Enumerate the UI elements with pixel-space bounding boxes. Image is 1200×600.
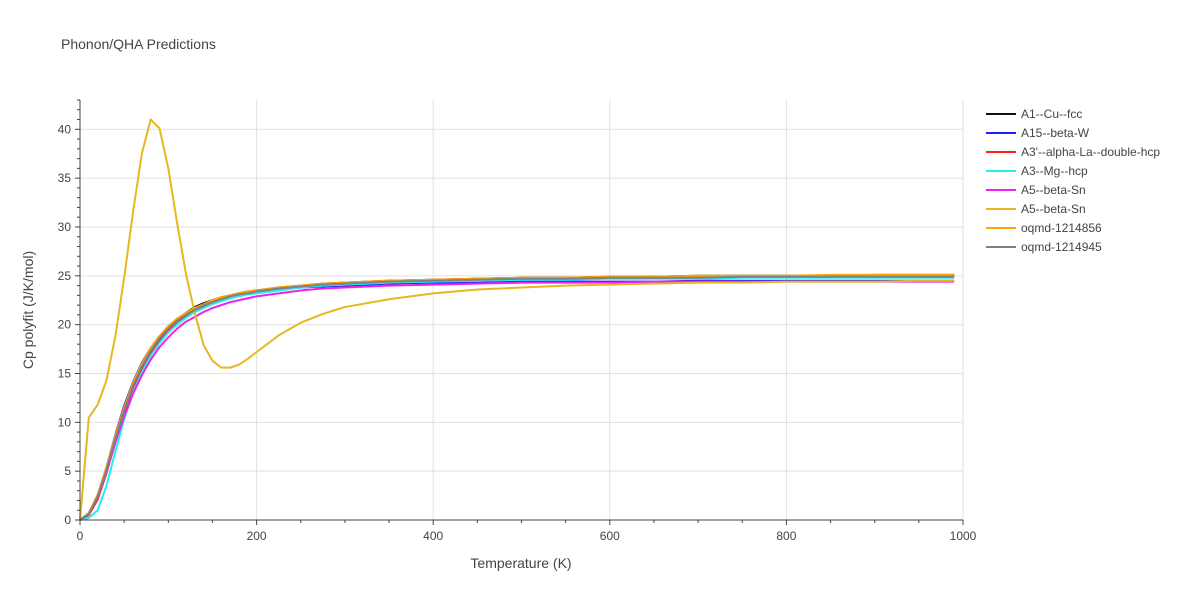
x-tick-label: 600 <box>600 529 620 543</box>
legend-item[interactable]: A3'--alpha-La--double-hcp <box>986 145 1160 159</box>
series-line-5 <box>79 118 955 521</box>
legend-label: A15--beta-W <box>1021 126 1090 140</box>
x-axis-title: Temperature (K) <box>470 555 571 571</box>
series-line-1 <box>79 279 955 521</box>
x-tick-label: 400 <box>423 529 443 543</box>
y-tick-label: 35 <box>58 171 72 185</box>
y-tick-label: 20 <box>58 318 72 332</box>
axis-layer: 0 200 400 600 800 1000 0 5 10 15 20 25 30 35 40 <box>58 99 977 543</box>
x-tick-label: 800 <box>776 529 796 543</box>
series-layer <box>79 118 955 521</box>
legend-item[interactable]: A3--Mg--hcp <box>986 164 1088 178</box>
y-axis-title: Cp polyfit (J/K/mol) <box>20 251 36 369</box>
legend-label: A3--Mg--hcp <box>1021 164 1088 178</box>
legend-label: A5--beta-Sn <box>1021 183 1086 197</box>
y-tick-label: 25 <box>58 269 72 283</box>
y-tick-label: 0 <box>64 513 71 527</box>
legend-label: oqmd-1214945 <box>1021 240 1102 254</box>
legend-label: A3'--alpha-La--double-hcp <box>1021 145 1160 159</box>
series-line-0 <box>79 273 955 521</box>
legend-label: A1--Cu--fcc <box>1021 107 1082 121</box>
legend-item[interactable]: oqmd-1214945 <box>986 240 1102 254</box>
x-tick-label: 0 <box>77 529 84 543</box>
y-tick-label: 10 <box>58 415 72 429</box>
legend-item[interactable]: A15--beta-W <box>986 126 1090 140</box>
x-tick-label: 1000 <box>950 529 977 543</box>
legend: A1--Cu--fcc A15--beta-W A3'--alpha-La--dou… <box>986 107 1160 254</box>
x-tick-label: 200 <box>247 529 267 543</box>
legend-item[interactable]: A5--beta-Sn <box>986 202 1086 216</box>
legend-label: oqmd-1214856 <box>1021 221 1102 235</box>
y-tick-label: 40 <box>58 122 72 136</box>
legend-item[interactable]: A5--beta-Sn <box>986 183 1086 197</box>
series-line-3 <box>79 276 955 521</box>
legend-item[interactable]: A1--Cu--fcc <box>986 107 1082 121</box>
legend-item[interactable]: oqmd-1214856 <box>986 221 1102 235</box>
legend-label: A5--beta-Sn <box>1021 202 1086 216</box>
y-tick-label: 30 <box>58 220 72 234</box>
series-line-2 <box>79 274 955 521</box>
series-line-6 <box>79 273 955 521</box>
series-line-4 <box>79 280 955 521</box>
chart-title: Phonon/QHA Predictions <box>61 36 216 52</box>
y-tick-label: 5 <box>64 464 71 478</box>
y-tick-label: 15 <box>58 366 72 380</box>
grid-layer <box>80 100 964 520</box>
series-line-7 <box>79 275 955 521</box>
